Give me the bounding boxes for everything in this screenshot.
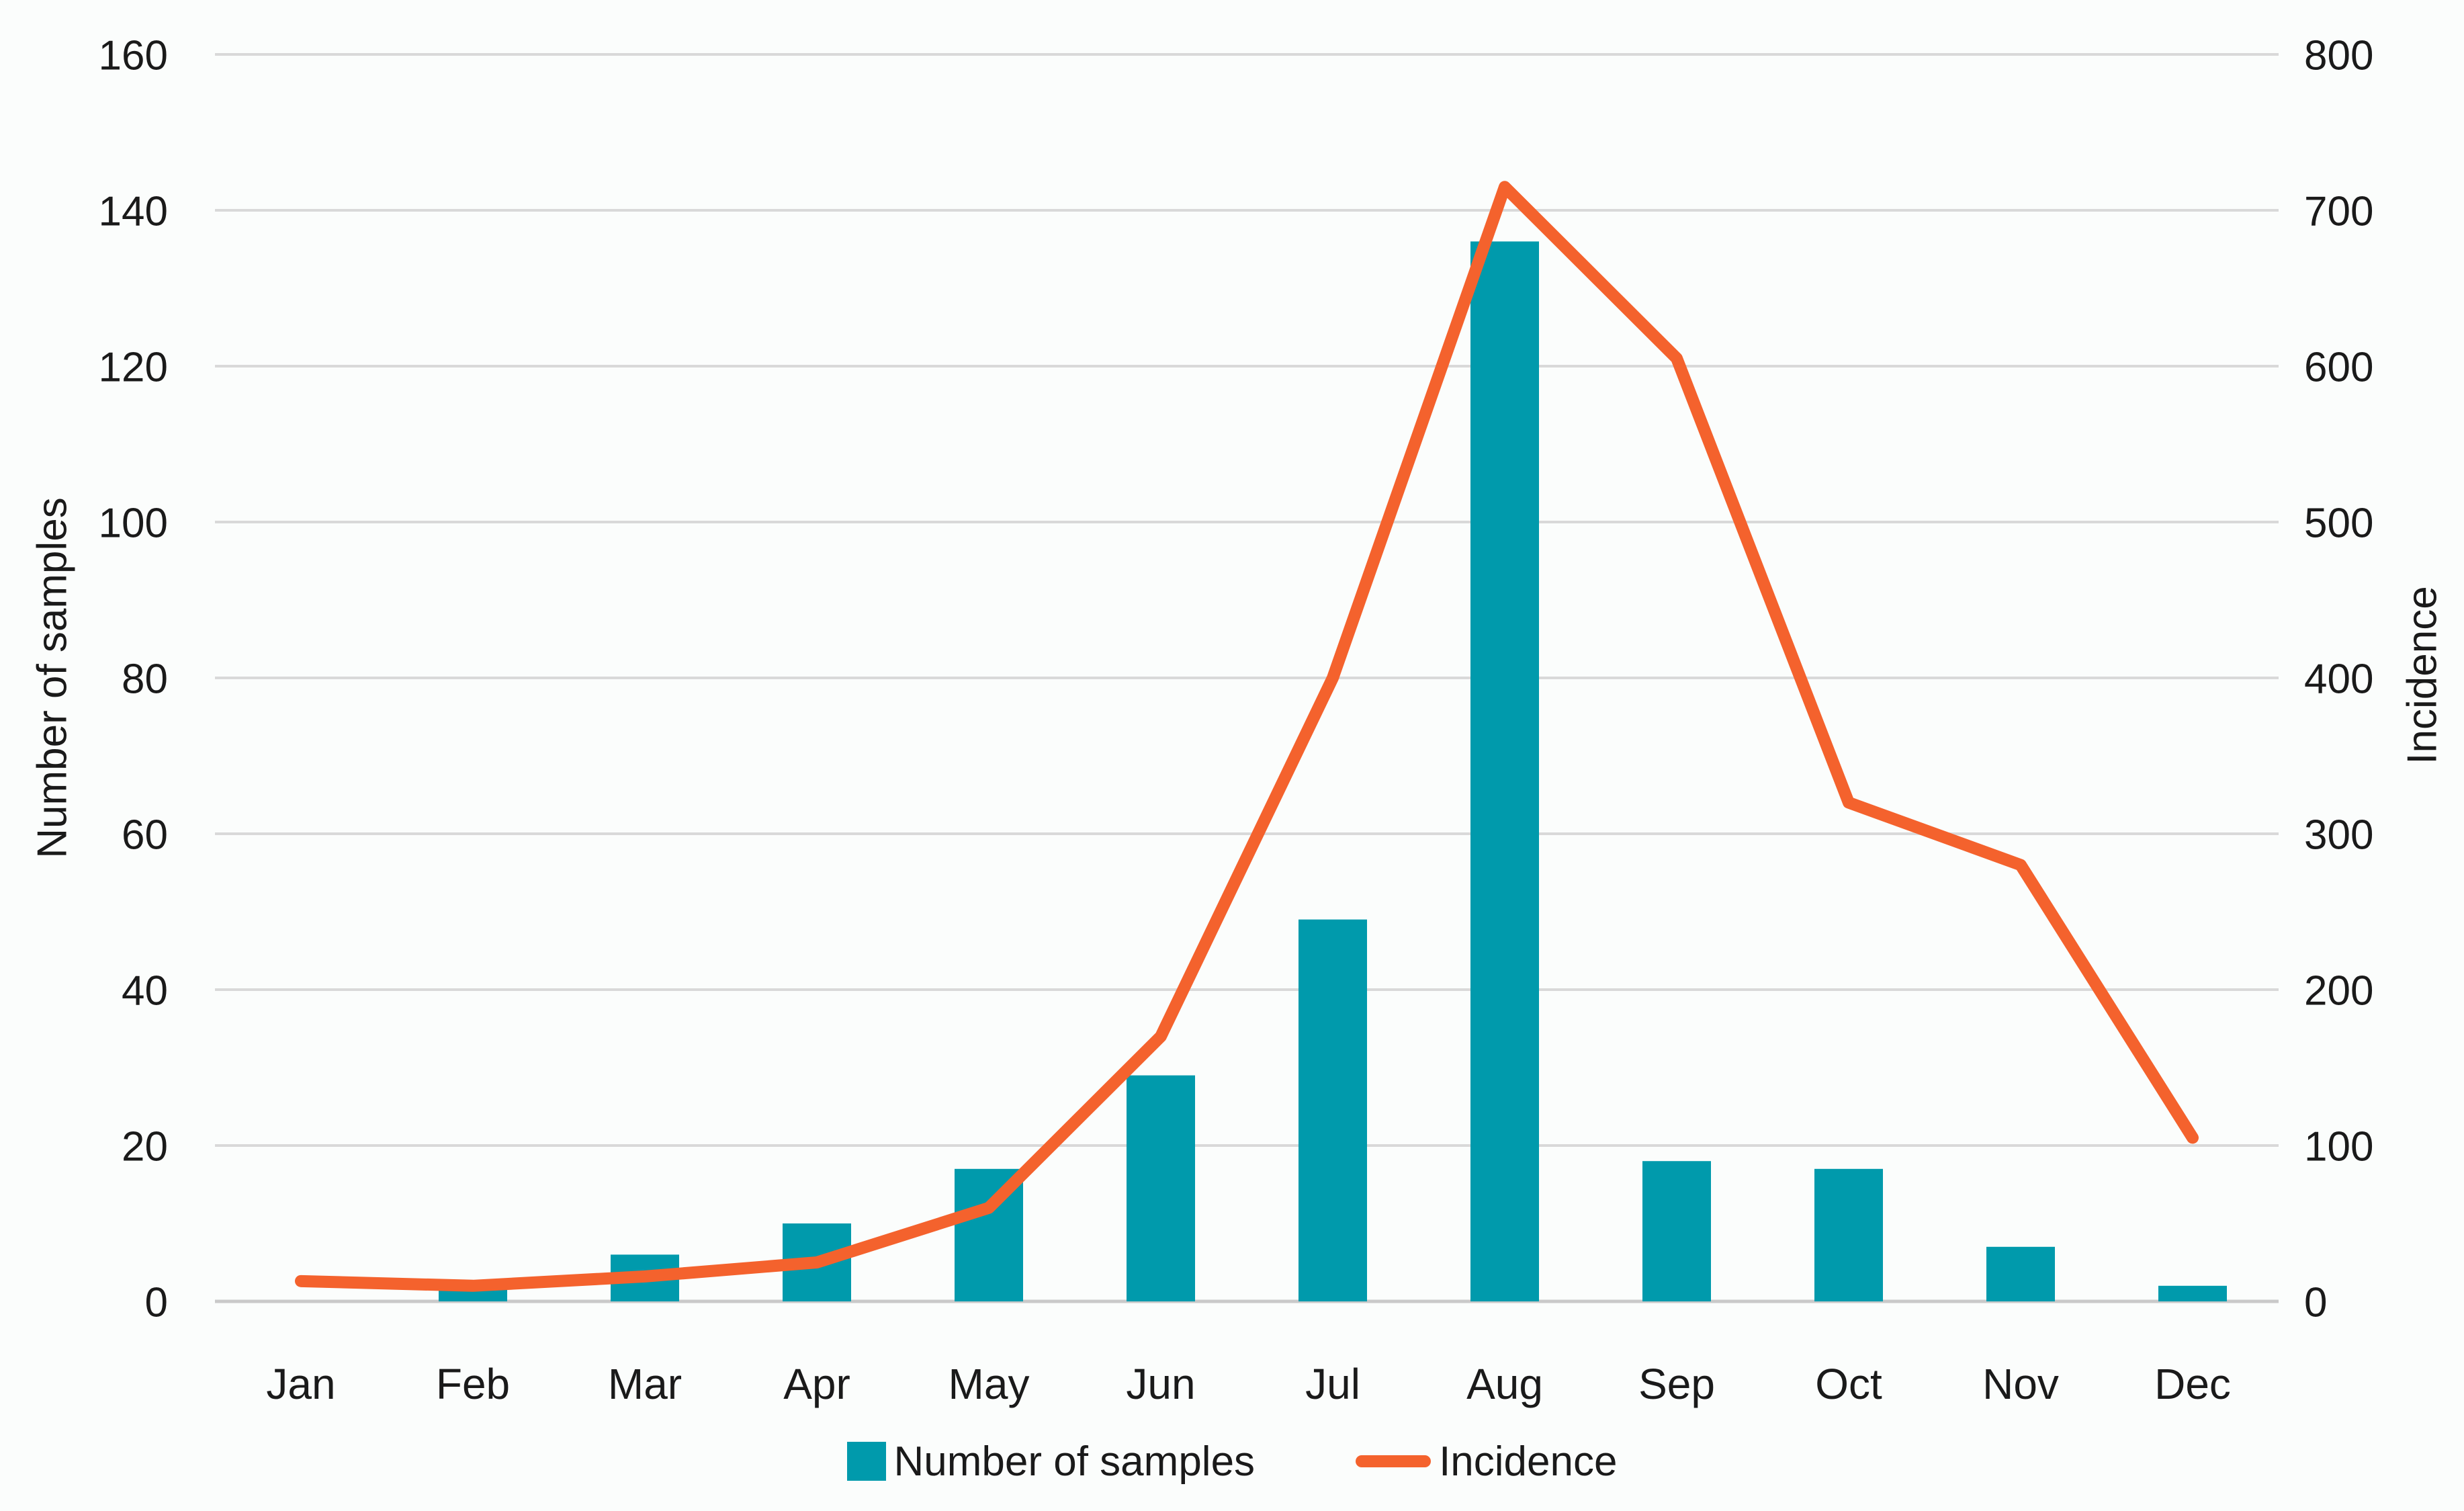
x-axis-month-label: Jun	[1126, 1360, 1195, 1408]
x-axis-month-label: Feb	[436, 1360, 510, 1408]
sample-bar	[1986, 1246, 2055, 1301]
x-axis-month-label: May	[949, 1360, 1030, 1408]
sample-bar	[1299, 919, 1367, 1301]
x-axis-month-label: Apr	[783, 1360, 850, 1408]
right-axis-tick-label: 200	[2304, 967, 2373, 1014]
x-axis-month-label: Mar	[608, 1360, 682, 1408]
legend-item-samples: Number of samples	[846, 1438, 1256, 1485]
left-axis-tick-label: 20	[122, 1123, 168, 1170]
left-axis-tick-label: 160	[99, 32, 168, 79]
right-axis-tick-label: 0	[2304, 1279, 2327, 1326]
left-axis-tick-label: 80	[122, 656, 168, 702]
right-axis-tick-label: 100	[2304, 1123, 2373, 1170]
left-axis-tick-label: 140	[99, 188, 168, 234]
right-axis-title: Incidence	[2399, 586, 2446, 765]
legend: Number of samples Incidence	[0, 1418, 2464, 1505]
sample-bar	[2158, 1285, 2227, 1301]
legend-item-incidence: Incidence	[1356, 1438, 1617, 1485]
left-axis-tick-label: 60	[122, 812, 168, 858]
sample-bar	[1642, 1161, 1711, 1301]
sample-bar	[1470, 241, 1539, 1301]
legend-label-samples: Number of samples	[893, 1438, 1256, 1485]
right-axis-tick-label: 400	[2304, 656, 2373, 702]
x-axis-month-label: Dec	[2154, 1360, 2231, 1408]
left-axis-tick-label: 120	[99, 344, 168, 390]
sample-bar	[1127, 1075, 1195, 1301]
legend-label-incidence: Incidence	[1439, 1438, 1618, 1485]
line-swatch-icon	[1356, 1455, 1432, 1467]
right-axis-tick-label: 600	[2304, 344, 2373, 390]
x-axis-month-label: Nov	[1982, 1360, 2059, 1408]
right-axis-tick-label: 300	[2304, 812, 2373, 858]
x-axis-month-label: Jul	[1305, 1360, 1360, 1408]
x-axis-month-label: Jan	[266, 1360, 335, 1408]
bar-swatch-icon	[846, 1442, 886, 1481]
right-axis-tick-label: 500	[2304, 500, 2373, 546]
left-axis-title: Number of samples	[29, 497, 76, 859]
x-axis-month-label: Aug	[1466, 1360, 1543, 1408]
left-axis-tick-label: 100	[99, 500, 168, 546]
right-axis-tick-label: 700	[2304, 188, 2373, 234]
x-axis-month-label: Sep	[1638, 1360, 1715, 1408]
x-axis-month-label: Oct	[1815, 1360, 1882, 1408]
sample-bar	[1814, 1168, 1883, 1301]
left-axis-tick-label: 0	[145, 1279, 168, 1326]
incidence-line	[295, 181, 2199, 1292]
left-axis-tick-label: 40	[122, 967, 168, 1014]
right-axis-tick-label: 800	[2304, 32, 2373, 79]
